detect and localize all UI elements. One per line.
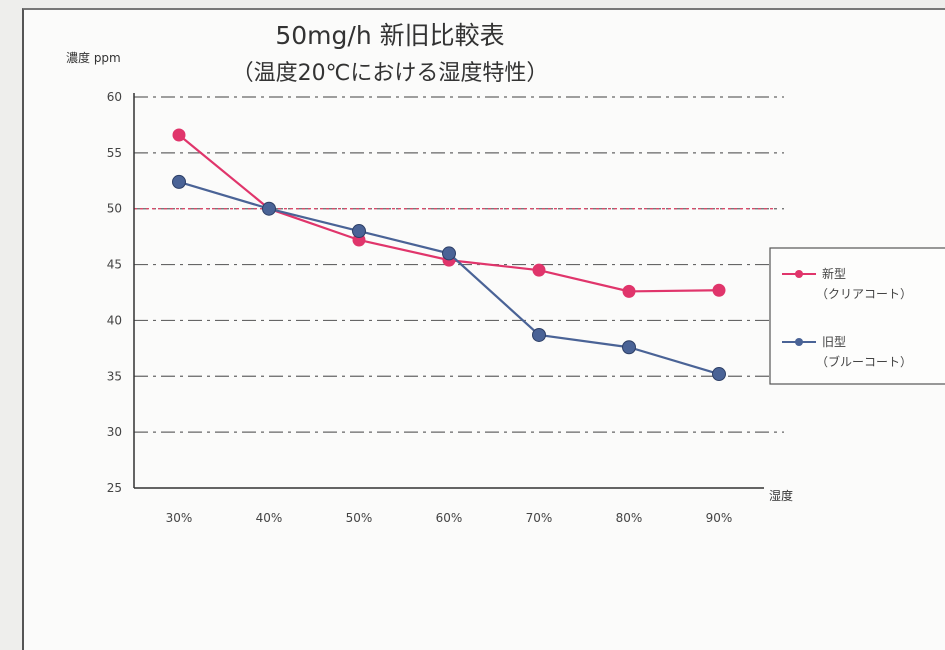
chart-paper: 50mg/h 新旧比較表 （温度20℃における湿度特性） 濃度 ppm 湿度 6… (22, 8, 945, 650)
data-point (442, 246, 456, 261)
y-tick-label: 30 (107, 425, 122, 439)
data-point (172, 128, 186, 142)
data-point (622, 340, 636, 355)
y-tick-label: 45 (107, 258, 122, 272)
series-lines (172, 128, 726, 382)
grid-lines (134, 96, 784, 433)
data-point (712, 283, 726, 297)
x-tick-label: 80% (616, 511, 643, 525)
x-tick-label: 60% (436, 511, 463, 525)
legend-series-sub: （クリアコート） (816, 287, 912, 301)
y-axis-label: 濃度 ppm (66, 50, 121, 65)
y-tick-label: 40 (107, 313, 122, 327)
y-tick-label: 50 (107, 202, 122, 216)
y-tick-label: 25 (107, 481, 122, 495)
x-tick-label: 70% (526, 511, 553, 525)
legend-swatch-marker (795, 338, 803, 346)
x-tick-label: 30% (166, 511, 193, 525)
legend: 新型 （クリアコート） 旧型 （ブルーコート） (769, 247, 945, 385)
x-tick-label: 50% (346, 511, 373, 525)
y-tick-label: 35 (107, 369, 122, 383)
data-point (352, 224, 366, 239)
legend-series-name: 新型 (822, 266, 846, 281)
y-tick-label: 60 (107, 90, 122, 104)
data-point (622, 284, 636, 298)
axes: 60 55 50 45 40 35 30 25 30% 40% 50% 60% 70% 80% 90% (107, 90, 764, 525)
series-line-2 (178, 180, 720, 376)
data-point (172, 174, 186, 189)
data-point (712, 367, 726, 382)
data-point (532, 327, 546, 342)
x-axis-label: 湿度 (769, 488, 793, 503)
x-tick-label: 40% (256, 511, 283, 525)
series-line-1 (178, 134, 720, 293)
data-point (262, 201, 276, 216)
line-chart: 50mg/h 新旧比較表 （温度20℃における湿度特性） 濃度 ppm 湿度 6… (66, 21, 945, 525)
legend-series-name: 旧型 (822, 335, 846, 349)
legend-swatch-marker (795, 270, 803, 278)
chart-title: 50mg/h 新旧比較表 (275, 21, 504, 50)
data-point (532, 263, 546, 277)
y-tick-label: 55 (107, 146, 122, 160)
legend-series-sub: （ブルーコート） (816, 354, 912, 369)
chart-subtitle: （温度20℃における湿度特性） (232, 61, 549, 86)
x-tick-label: 90% (706, 511, 733, 525)
